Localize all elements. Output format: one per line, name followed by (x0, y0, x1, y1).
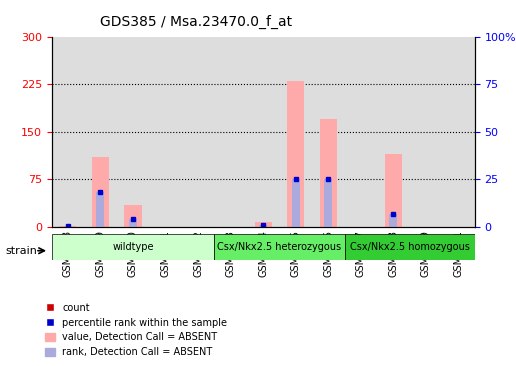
Bar (84, 37, 117, 227)
Text: Csx/Nkx2.5 homozygous: Csx/Nkx2.5 homozygous (350, 242, 470, 252)
Bar (254, 222, 272, 227)
Bar (377, 37, 410, 227)
Bar (52, 37, 84, 227)
Bar (64, 226, 72, 227)
Bar (292, 179, 300, 227)
Text: wildtype: wildtype (112, 242, 154, 252)
Bar (247, 37, 280, 227)
Bar (124, 205, 141, 227)
Bar (92, 157, 109, 227)
Bar (214, 37, 247, 227)
Bar (442, 37, 475, 227)
Bar (312, 37, 345, 227)
Bar (182, 37, 214, 227)
Bar (117, 37, 149, 227)
Bar (385, 154, 402, 227)
Bar (345, 37, 377, 227)
Legend: count, percentile rank within the sample, value, Detection Call = ABSENT, rank, : count, percentile rank within the sample… (41, 299, 231, 361)
Text: strain: strain (5, 246, 37, 256)
Text: Csx/Nkx2.5 heterozygous: Csx/Nkx2.5 heterozygous (217, 242, 342, 252)
Bar (280, 37, 312, 227)
Bar (287, 81, 304, 227)
Bar (324, 179, 332, 227)
Bar (149, 37, 182, 227)
Bar (320, 119, 337, 227)
Bar (390, 214, 397, 227)
Text: GDS385 / Msa.23470.0_f_at: GDS385 / Msa.23470.0_f_at (100, 15, 292, 29)
FancyBboxPatch shape (345, 234, 475, 260)
Bar (410, 37, 442, 227)
Bar (129, 219, 137, 227)
FancyBboxPatch shape (214, 234, 345, 260)
Bar (259, 225, 267, 227)
Bar (96, 192, 104, 227)
Bar (59, 226, 76, 227)
FancyBboxPatch shape (52, 234, 214, 260)
